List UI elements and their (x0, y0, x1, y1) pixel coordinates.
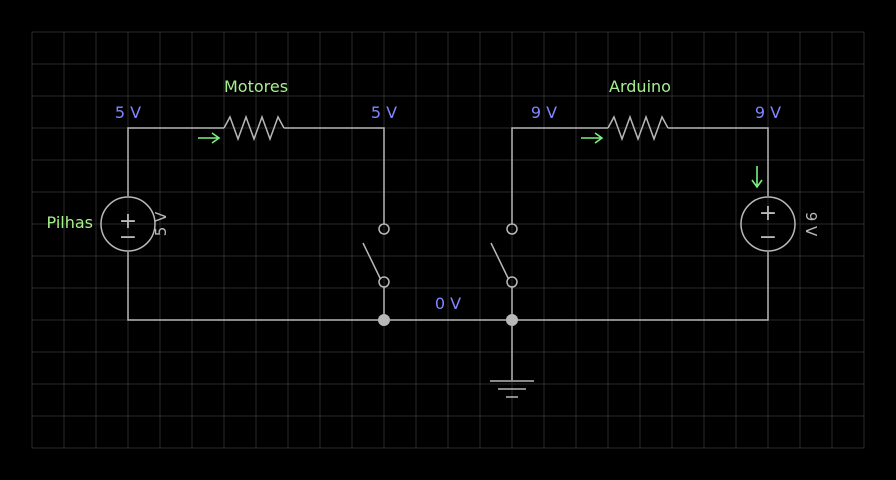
wire-right-top-right (668, 127, 769, 196)
source-right-value: 9 V (802, 212, 820, 237)
switch-right-lever[interactable] (490, 242, 509, 279)
current-arrow-right-icon (581, 132, 604, 144)
wire-right-bottom (512, 252, 769, 321)
voltage-source-right[interactable] (740, 196, 796, 252)
voltage-node-left-top-right: 5 V (371, 103, 397, 122)
voltage-node-left-top-left: 5 V (115, 103, 141, 122)
switch-left-lever[interactable] (362, 242, 381, 279)
ground-icon (490, 380, 534, 398)
source-left-minus: − (119, 225, 137, 250)
current-arrow-left-icon (198, 132, 221, 144)
right-circuit: + − (490, 114, 796, 321)
resistor-right-label: Arduino (609, 77, 671, 96)
current-arrow-source-right-icon (751, 166, 763, 189)
wire-left-bottom (127, 252, 384, 321)
left-circuit: + − (100, 114, 390, 321)
source-left-label: Pilhas (47, 213, 93, 232)
source-right-plus: + (759, 201, 777, 226)
resistor-motores[interactable] (223, 114, 285, 142)
grid (31, 31, 865, 449)
wire-left-top (127, 127, 224, 196)
voltage-node-ground: 0 V (435, 294, 461, 313)
switch-left-contact-top (378, 223, 390, 235)
source-left-plus: + (119, 209, 137, 234)
source-right-minus: − (759, 225, 777, 250)
wire-left-top-right (284, 127, 385, 224)
source-left-value: 5 V (152, 211, 170, 236)
resistor-arduino[interactable] (607, 114, 669, 142)
voltage-node-right-top-left: 9 V (531, 103, 557, 122)
voltage-source-left[interactable] (100, 196, 156, 252)
resistor-left-label: Motores (224, 77, 288, 96)
voltage-node-right-top-right: 9 V (755, 103, 781, 122)
wire-right-top-left (511, 127, 608, 224)
switch-right-contact-top (506, 223, 518, 235)
junction-left (378, 314, 390, 326)
ground-bus (378, 314, 534, 398)
